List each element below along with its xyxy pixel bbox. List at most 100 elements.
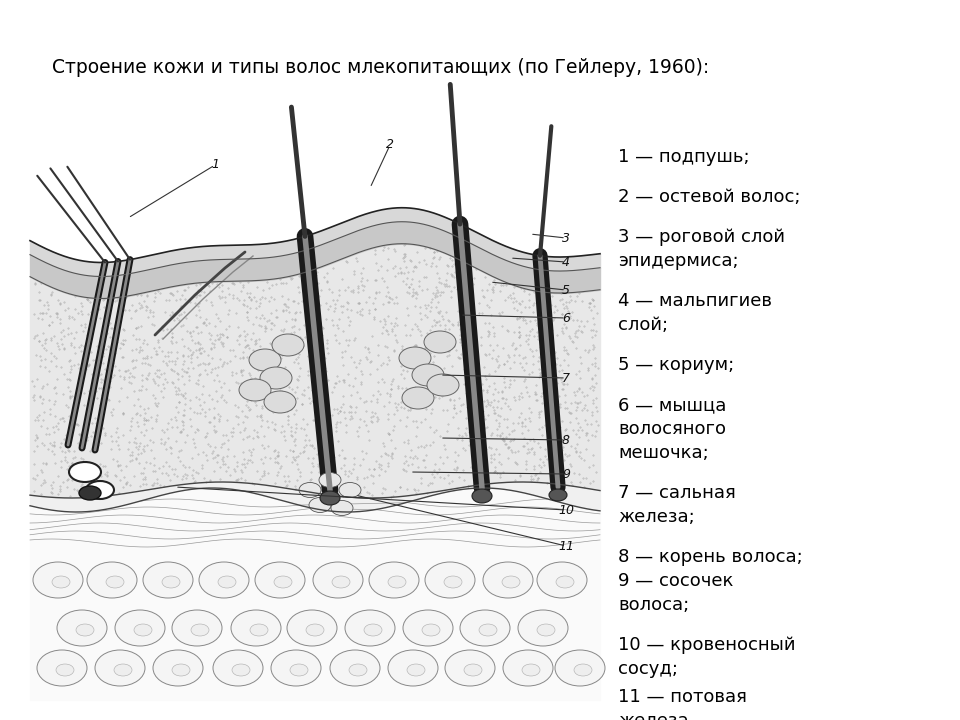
Text: 4: 4 — [562, 256, 570, 269]
Ellipse shape — [407, 664, 425, 676]
Ellipse shape — [299, 482, 321, 498]
Ellipse shape — [249, 349, 281, 371]
Ellipse shape — [274, 576, 292, 588]
Ellipse shape — [172, 610, 222, 646]
Ellipse shape — [191, 624, 209, 636]
Ellipse shape — [425, 562, 475, 598]
Text: 1: 1 — [211, 158, 219, 171]
Ellipse shape — [445, 650, 495, 686]
Ellipse shape — [69, 462, 101, 482]
Ellipse shape — [483, 562, 533, 598]
Ellipse shape — [537, 562, 587, 598]
Ellipse shape — [199, 562, 249, 598]
Text: 9: 9 — [562, 467, 570, 480]
Ellipse shape — [364, 624, 382, 636]
Ellipse shape — [79, 486, 101, 500]
Text: 5: 5 — [562, 284, 570, 297]
Ellipse shape — [502, 576, 520, 588]
Ellipse shape — [76, 624, 94, 636]
Ellipse shape — [57, 610, 107, 646]
Text: 7 — сальная: 7 — сальная — [618, 484, 735, 502]
Ellipse shape — [345, 610, 395, 646]
Text: 7: 7 — [562, 372, 570, 384]
Ellipse shape — [306, 624, 324, 636]
Ellipse shape — [231, 610, 281, 646]
Text: железа;: железа; — [618, 508, 695, 526]
Ellipse shape — [399, 347, 431, 369]
Ellipse shape — [339, 482, 361, 498]
Text: мешочка;: мешочка; — [618, 444, 708, 462]
Ellipse shape — [319, 472, 341, 487]
Ellipse shape — [503, 650, 553, 686]
Ellipse shape — [556, 576, 574, 588]
Text: 8: 8 — [562, 433, 570, 446]
Ellipse shape — [255, 562, 305, 598]
Text: эпидермиса;: эпидермиса; — [618, 252, 738, 270]
Ellipse shape — [331, 500, 353, 516]
Ellipse shape — [537, 624, 555, 636]
Ellipse shape — [320, 491, 340, 505]
Ellipse shape — [460, 610, 510, 646]
Ellipse shape — [33, 562, 83, 598]
Ellipse shape — [264, 391, 296, 413]
Ellipse shape — [518, 610, 568, 646]
Ellipse shape — [424, 331, 456, 353]
Ellipse shape — [444, 576, 462, 588]
Ellipse shape — [250, 624, 268, 636]
Ellipse shape — [422, 624, 440, 636]
Ellipse shape — [412, 364, 444, 386]
Text: 4 — мальпигиев: 4 — мальпигиев — [618, 292, 772, 310]
Ellipse shape — [95, 650, 145, 686]
Text: 3: 3 — [562, 232, 570, 245]
Text: 10 — кровеносный: 10 — кровеносный — [618, 636, 796, 654]
Text: 1 — подпушь;: 1 — подпушь; — [618, 148, 750, 166]
Text: сосуд;: сосуд; — [618, 660, 678, 678]
Text: 6: 6 — [562, 312, 570, 325]
Ellipse shape — [271, 650, 321, 686]
Ellipse shape — [239, 379, 271, 401]
Ellipse shape — [52, 576, 70, 588]
Ellipse shape — [574, 664, 592, 676]
Ellipse shape — [218, 576, 236, 588]
Ellipse shape — [330, 650, 380, 686]
Ellipse shape — [260, 367, 292, 389]
Ellipse shape — [134, 624, 152, 636]
Ellipse shape — [272, 334, 304, 356]
Ellipse shape — [162, 576, 180, 588]
Ellipse shape — [464, 664, 482, 676]
Ellipse shape — [153, 650, 203, 686]
Text: волосяного: волосяного — [618, 420, 726, 438]
Ellipse shape — [479, 624, 497, 636]
Text: 3 — роговой слой: 3 — роговой слой — [618, 228, 785, 246]
Ellipse shape — [232, 664, 250, 676]
Text: слой;: слой; — [618, 316, 668, 334]
Text: 2: 2 — [386, 138, 394, 151]
Ellipse shape — [287, 610, 337, 646]
Text: 6 — мышца: 6 — мышца — [618, 396, 727, 414]
Ellipse shape — [332, 576, 350, 588]
Text: 11: 11 — [558, 539, 574, 552]
Ellipse shape — [388, 650, 438, 686]
Text: 5 — кориум;: 5 — кориум; — [618, 356, 734, 374]
Ellipse shape — [56, 664, 74, 676]
Ellipse shape — [349, 664, 367, 676]
Ellipse shape — [213, 650, 263, 686]
Ellipse shape — [290, 664, 308, 676]
Ellipse shape — [143, 562, 193, 598]
Ellipse shape — [549, 489, 567, 501]
Text: 10: 10 — [558, 503, 574, 516]
Ellipse shape — [472, 489, 492, 503]
Ellipse shape — [522, 664, 540, 676]
Text: 8 — корень волоса;: 8 — корень волоса; — [618, 548, 803, 566]
Ellipse shape — [369, 562, 419, 598]
Ellipse shape — [114, 664, 132, 676]
Ellipse shape — [86, 481, 114, 499]
Ellipse shape — [313, 562, 363, 598]
Ellipse shape — [388, 576, 406, 588]
Text: Строение кожи и типы волос млекопитающих (по Гейлеру, 1960):: Строение кожи и типы волос млекопитающих… — [52, 58, 709, 77]
Ellipse shape — [37, 650, 87, 686]
Ellipse shape — [106, 576, 124, 588]
Ellipse shape — [427, 374, 459, 396]
Ellipse shape — [115, 610, 165, 646]
Ellipse shape — [87, 562, 137, 598]
